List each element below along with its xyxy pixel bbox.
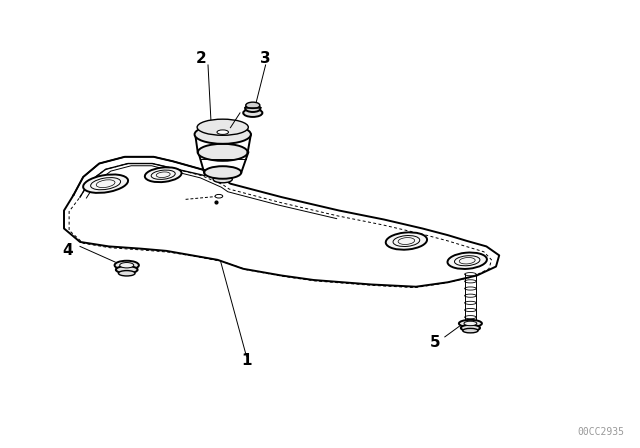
Ellipse shape bbox=[197, 119, 248, 135]
Ellipse shape bbox=[465, 280, 476, 283]
Text: 00CC2935: 00CC2935 bbox=[577, 427, 624, 437]
Ellipse shape bbox=[198, 144, 248, 161]
Ellipse shape bbox=[213, 176, 232, 183]
Text: 4: 4 bbox=[62, 243, 72, 258]
Text: 2: 2 bbox=[196, 51, 207, 66]
Ellipse shape bbox=[459, 320, 482, 327]
Text: 5: 5 bbox=[430, 335, 440, 350]
Ellipse shape bbox=[465, 308, 476, 312]
Ellipse shape bbox=[246, 102, 260, 108]
Ellipse shape bbox=[217, 130, 228, 134]
Ellipse shape bbox=[245, 105, 260, 112]
Text: 1: 1 bbox=[241, 353, 252, 368]
Text: 3: 3 bbox=[260, 51, 271, 66]
Ellipse shape bbox=[204, 166, 241, 179]
Ellipse shape bbox=[463, 328, 478, 333]
Ellipse shape bbox=[116, 266, 138, 273]
Ellipse shape bbox=[91, 177, 120, 190]
Ellipse shape bbox=[145, 167, 182, 182]
Ellipse shape bbox=[465, 315, 476, 319]
Ellipse shape bbox=[461, 325, 480, 331]
Ellipse shape bbox=[386, 233, 427, 250]
Ellipse shape bbox=[151, 170, 175, 179]
Ellipse shape bbox=[464, 321, 477, 326]
Ellipse shape bbox=[454, 256, 480, 266]
Ellipse shape bbox=[465, 272, 476, 276]
Ellipse shape bbox=[115, 261, 139, 270]
Ellipse shape bbox=[465, 287, 476, 290]
Ellipse shape bbox=[195, 125, 251, 144]
Ellipse shape bbox=[215, 194, 223, 198]
Ellipse shape bbox=[465, 294, 476, 297]
Ellipse shape bbox=[447, 253, 487, 269]
Ellipse shape bbox=[83, 174, 128, 193]
Ellipse shape bbox=[118, 271, 135, 276]
Ellipse shape bbox=[465, 301, 476, 305]
Ellipse shape bbox=[393, 236, 420, 246]
Ellipse shape bbox=[120, 263, 134, 268]
Ellipse shape bbox=[243, 109, 262, 117]
